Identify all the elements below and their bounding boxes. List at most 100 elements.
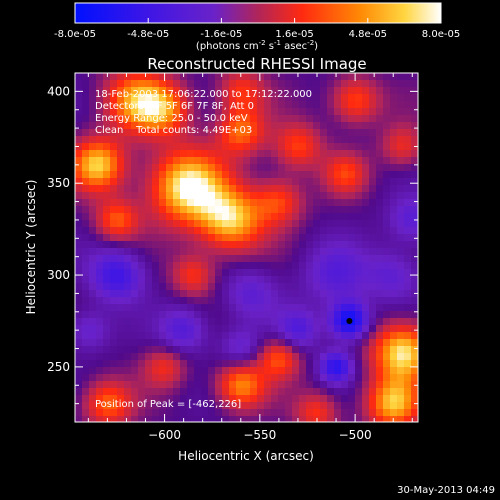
heatmap-cell [89,220,97,228]
heatmap-cell [278,297,286,305]
heatmap-cell [124,206,132,214]
heatmap-cell [243,73,251,81]
heatmap-cell [306,409,314,417]
heatmap-cell [264,234,272,242]
heatmap-cell [138,318,146,326]
heatmap-cell [320,304,328,312]
heatmap-cell [89,87,97,95]
heatmap-cell [292,185,300,193]
heatmap-cell [299,346,307,354]
heatmap-cell [383,353,391,361]
heatmap-cell [131,297,139,305]
heatmap-cell [75,388,83,396]
heatmap-cell [278,143,286,151]
heatmap-cell [341,367,349,375]
heatmap-cell [243,381,251,389]
heatmap-cell [89,283,97,291]
heatmap-cell [376,73,384,81]
heatmap-cell [138,388,146,396]
heatmap-cell [292,136,300,144]
heatmap-cell [320,241,328,249]
heatmap-cell [411,255,418,263]
heatmap-cell [222,80,230,88]
heatmap-cell [334,325,342,333]
heatmap-cell [250,192,258,200]
heatmap-cell [250,122,258,130]
heatmap-cell [299,143,307,151]
heatmap-cell [397,318,405,326]
heatmap-cell [278,192,286,200]
heatmap-cell [292,248,300,256]
heatmap-cell [292,241,300,249]
heatmap-cell [96,304,104,312]
heatmap-cell [96,416,104,422]
heatmap-cell [215,325,223,333]
heatmap-cell [131,227,139,235]
heatmap-cell [215,220,223,228]
heatmap-cell [327,227,335,235]
heatmap-cell [257,206,265,214]
heatmap-cell [341,248,349,256]
heatmap-cell [152,248,160,256]
heatmap-cell [369,108,377,116]
heatmap-cell [173,290,181,298]
heatmap-cell [236,171,244,179]
heatmap-cell [131,136,139,144]
heatmap-cell [236,213,244,221]
heatmap-cell [334,122,342,130]
heatmap-cell [187,416,195,422]
heatmap-cell [89,136,97,144]
heatmap-cell [278,346,286,354]
heatmap-cell [180,115,188,123]
heatmap-cell [411,374,418,382]
heatmap-cell [222,227,230,235]
heatmap-cell [187,136,195,144]
heatmap-cell [236,94,244,102]
heatmap-cell [390,395,398,403]
heatmap-cell [327,402,335,410]
heatmap-cell [89,318,97,326]
heatmap-cell [271,157,279,165]
heatmap-cell [138,150,146,158]
heatmap-cell [404,395,412,403]
heatmap-cell [166,262,174,270]
heatmap-cell [390,213,398,221]
heatmap-cell [383,248,391,256]
heatmap-cell [292,220,300,228]
heatmap-cell [75,325,83,333]
heatmap-cell [103,297,111,305]
heatmap-cell [243,248,251,256]
heatmap-cell [292,129,300,137]
heatmap-cell [285,164,293,172]
heatmap-cell [341,325,349,333]
heatmap-cell [397,353,405,361]
heatmap-cell [397,339,405,347]
heatmap-cell [117,339,125,347]
heatmap-cell [313,192,321,200]
heatmap-cell [355,248,363,256]
heatmap-cell [243,136,251,144]
heatmap-cell [390,381,398,389]
heatmap-cell [103,318,111,326]
heatmap-cell [89,374,97,382]
heatmap-cell [208,297,216,305]
heatmap-cell [187,185,195,193]
heatmap-cell [82,206,90,214]
heatmap-cell [208,171,216,179]
heatmap-cell [264,388,272,396]
heatmap-cell [124,395,132,403]
heatmap-cell [117,80,125,88]
heatmap-cell [369,220,377,228]
heatmap-cell [334,192,342,200]
heatmap-cell [397,367,405,375]
heatmap-cell [131,80,139,88]
heatmap-cell [222,199,230,207]
heatmap-cell [145,87,153,95]
heatmap-cell [243,129,251,137]
heatmap-cell [103,213,111,221]
heatmap-cell [173,276,181,284]
heatmap-cell [96,143,104,151]
heatmap-cell [264,164,272,172]
heatmap-cell [103,171,111,179]
heatmap-cell [82,178,90,186]
